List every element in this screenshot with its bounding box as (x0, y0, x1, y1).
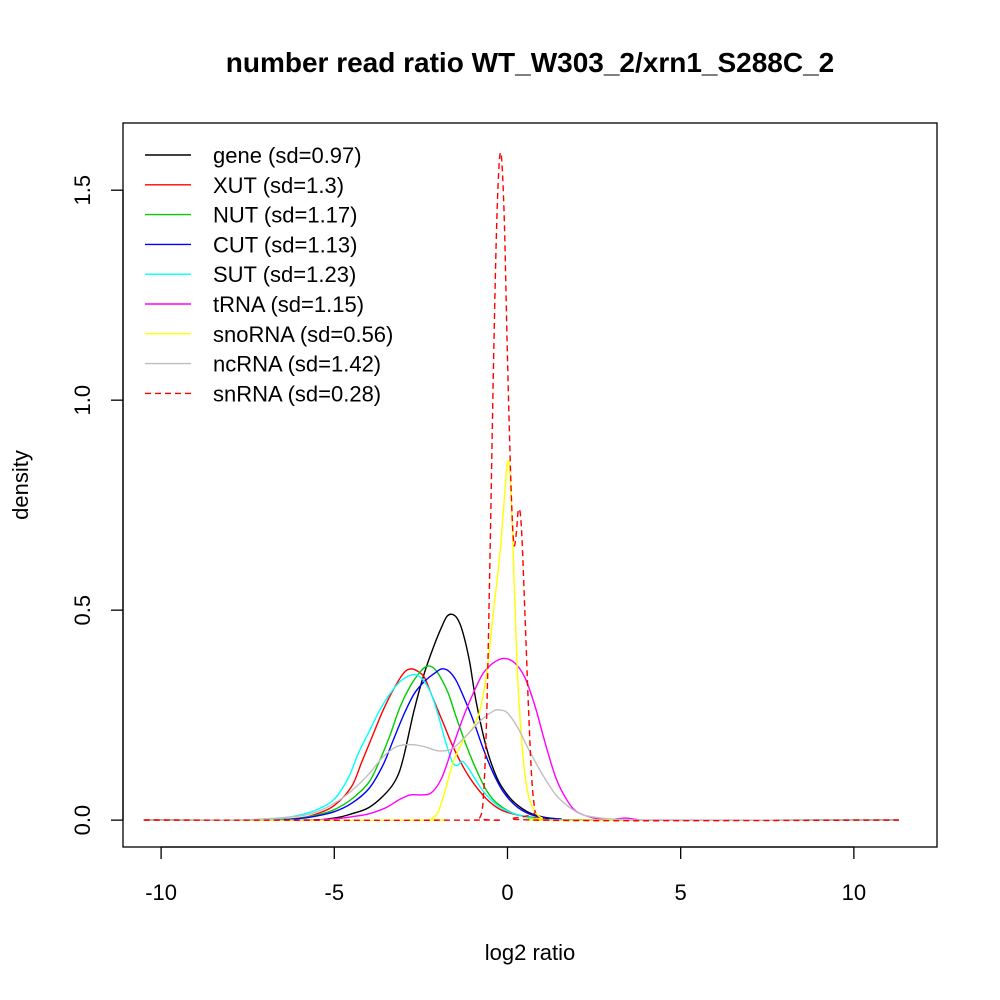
x-axis-label: log2 ratio (485, 940, 576, 965)
x-tick-label: -5 (325, 880, 345, 905)
legend-label-1: XUT (sd=1.3) (213, 173, 344, 198)
x-tick-label: 10 (842, 880, 866, 905)
y-tick-label: 0.0 (70, 805, 95, 836)
series-line-4 (143, 673, 899, 821)
y-tick-label: 0.5 (70, 595, 95, 626)
legend-label-5: tRNA (sd=1.15) (213, 292, 364, 317)
x-tick-label: 5 (675, 880, 687, 905)
legend: gene (sd=0.97) XUT (sd=1.3) NUT (sd=1.17) C… (145, 143, 393, 406)
y-axis: 0.0 0.5 1.0 1.5 (70, 175, 124, 836)
legend-label-2: NUT (sd=1.17) (213, 203, 357, 228)
y-tick-label: 1.0 (70, 385, 95, 416)
x-axis: -10 -5 0 5 10 (145, 846, 866, 905)
y-axis-label: density (8, 450, 33, 520)
series-layer (143, 151, 899, 822)
x-tick-label: -10 (145, 880, 177, 905)
legend-label-6: snoRNA (sd=0.56) (213, 322, 393, 347)
y-tick-label: 1.5 (70, 175, 95, 206)
legend-label-8: snRNA (sd=0.28) (213, 381, 381, 406)
legend-label-0: gene (sd=0.97) (213, 143, 362, 168)
x-tick-label: 0 (501, 880, 513, 905)
series-line-8 (143, 151, 899, 822)
series-line-0 (143, 613, 899, 821)
series-line-3 (143, 668, 899, 821)
series-line-6 (143, 460, 899, 821)
legend-label-7: ncRNA (sd=1.42) (213, 352, 381, 377)
chart-title: number read ratio WT_W303_2/xrn1_S288C_2 (226, 47, 834, 78)
legend-label-4: SUT (sd=1.23) (213, 262, 356, 287)
series-line-7 (143, 708, 899, 821)
legend-label-3: CUT (sd=1.13) (213, 232, 357, 257)
